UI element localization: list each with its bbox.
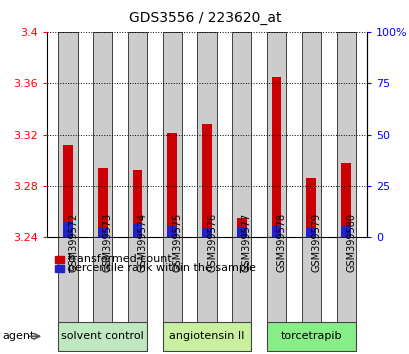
- Text: GSM399575: GSM399575: [172, 213, 182, 272]
- Bar: [98, 168, 108, 237]
- Bar: [202, 124, 211, 237]
- Bar: [336, 237, 355, 343]
- Text: angiotensin II: angiotensin II: [169, 331, 244, 341]
- Bar: [197, 32, 216, 237]
- Text: GSM399572: GSM399572: [68, 213, 78, 272]
- Bar: [93, 237, 112, 343]
- Bar: [63, 222, 73, 237]
- Bar: [306, 227, 315, 237]
- Bar: [231, 32, 251, 237]
- Text: solvent control: solvent control: [61, 331, 144, 341]
- Text: GSM399580: GSM399580: [345, 213, 355, 272]
- Text: agent: agent: [2, 331, 34, 341]
- Bar: [98, 227, 108, 237]
- Text: GSM399577: GSM399577: [241, 213, 251, 272]
- Bar: [162, 322, 251, 350]
- Bar: [340, 225, 350, 237]
- Text: transformed count: transformed count: [67, 254, 171, 264]
- Text: percentile rank within the sample: percentile rank within the sample: [67, 263, 255, 273]
- Bar: [340, 163, 350, 237]
- Bar: [301, 237, 320, 343]
- Text: GSM399573: GSM399573: [103, 213, 112, 272]
- Bar: [58, 237, 77, 343]
- Bar: [58, 32, 77, 237]
- Bar: [162, 32, 182, 237]
- Bar: [133, 170, 142, 237]
- Bar: [202, 228, 211, 237]
- Bar: [197, 237, 216, 343]
- Bar: [167, 133, 177, 237]
- Text: GSM399576: GSM399576: [207, 213, 216, 272]
- Bar: [133, 224, 142, 237]
- Text: torcetrapib: torcetrapib: [280, 331, 341, 341]
- Bar: [58, 322, 147, 350]
- Bar: [63, 145, 73, 237]
- Bar: [128, 32, 147, 237]
- Bar: [266, 237, 285, 343]
- Bar: [128, 237, 147, 343]
- Bar: [236, 227, 246, 237]
- Text: GSM399578: GSM399578: [276, 213, 286, 272]
- Bar: [271, 225, 281, 237]
- Bar: [162, 237, 182, 343]
- Bar: [266, 32, 285, 237]
- Bar: [236, 218, 246, 237]
- Text: GSM399579: GSM399579: [310, 213, 321, 272]
- Bar: [266, 322, 355, 350]
- Bar: [306, 178, 315, 237]
- Bar: [231, 237, 251, 343]
- Bar: [336, 32, 355, 237]
- Bar: [167, 225, 177, 237]
- Bar: [301, 32, 320, 237]
- Text: GDS3556 / 223620_at: GDS3556 / 223620_at: [128, 11, 281, 25]
- Bar: [93, 32, 112, 237]
- Text: GSM399574: GSM399574: [137, 213, 147, 272]
- Bar: [271, 77, 281, 237]
